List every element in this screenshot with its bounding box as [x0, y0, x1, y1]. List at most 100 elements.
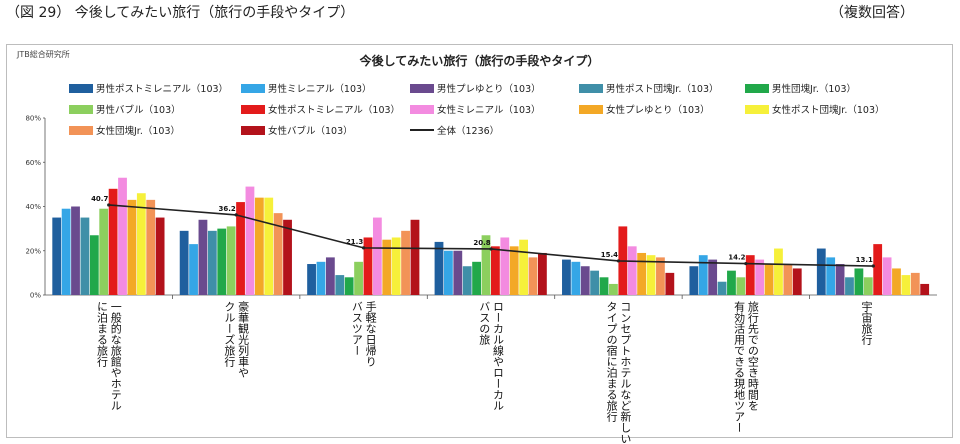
bar [708, 259, 718, 295]
chart-panel: JTB総合研究所 今後してみたい旅行（旅行の手段やタイプ） 男性ポストミレニアル… [6, 44, 953, 444]
bar [910, 272, 920, 295]
legend-label: 女性バブル（103） [268, 126, 353, 137]
bar [283, 219, 292, 295]
bar [698, 255, 708, 295]
bar [901, 275, 911, 295]
bar [344, 277, 354, 295]
x-category-label: 手軽な日帰り バスツアー [350, 301, 378, 367]
legend-label: 男性プレゆとり（103） [437, 84, 541, 95]
data-label: 36.2 [219, 205, 236, 213]
bar [783, 264, 793, 295]
bar [155, 217, 165, 295]
bar [745, 255, 755, 295]
legend-label: 男性バブル（103） [96, 105, 181, 116]
data-label: 40.7 [91, 195, 108, 203]
legend-item: 女性バブル（103） [241, 123, 353, 137]
bar [127, 199, 137, 295]
bar [882, 257, 892, 295]
legend-swatch [745, 83, 769, 93]
bar [863, 277, 873, 295]
bar [920, 283, 930, 295]
bar [835, 264, 845, 295]
legend-swatch [745, 104, 769, 114]
bar [689, 266, 699, 295]
source-label: JTB総合研究所 [17, 50, 70, 59]
overall-point [361, 246, 366, 250]
bar [226, 226, 236, 295]
legend-item: 女性ミレニアル（103） [410, 102, 541, 116]
bar [89, 235, 99, 295]
y-tick-label: 20% [25, 247, 41, 255]
y-tick-label: 40% [25, 203, 41, 211]
bar [71, 206, 80, 295]
bar [736, 277, 746, 295]
bar [236, 202, 245, 295]
legend-label: 全体（1236） [437, 126, 500, 137]
legend-label: 女性ポストミレニアル（103） [268, 105, 401, 116]
legend-item: 女性団塊Jr.（103） [69, 123, 180, 137]
bar [391, 237, 401, 295]
bar [434, 241, 444, 295]
legend-swatch [579, 83, 603, 93]
x-category-label: 豪華観光列車や クルーズ旅行 [222, 301, 250, 378]
legend-swatch [69, 104, 93, 114]
bar [562, 259, 571, 295]
bar [609, 283, 618, 295]
bar [207, 230, 217, 295]
legend-swatch [410, 83, 434, 93]
data-label: 14.2 [728, 254, 745, 262]
legend-item: 女性ポスト団塊Jr.（103） [745, 102, 885, 116]
bar [136, 193, 146, 295]
legend-swatch [241, 83, 265, 93]
data-label: 20.8 [473, 239, 490, 247]
data-label: 15.4 [601, 251, 618, 259]
overall-point [107, 203, 111, 207]
chart-plot: 0% 20% 40% 60% 80% 40.7 36.2 21.3 20.8 15.4 14.2 13… [25, 115, 937, 300]
bar [189, 244, 198, 295]
bar [755, 259, 765, 295]
bar [500, 237, 510, 295]
bar [892, 268, 901, 295]
bar [580, 266, 590, 295]
data-label: 13.1 [856, 256, 873, 264]
bar [325, 257, 335, 295]
legend-swatch [241, 125, 265, 135]
legend-label: 女性団塊Jr.（103） [96, 126, 180, 137]
bar [382, 239, 392, 295]
overall-point [234, 213, 238, 217]
bar [217, 228, 227, 295]
bar [118, 177, 127, 295]
bar [528, 257, 538, 295]
x-category-label: コンセプトホテルなど新しい タイプの宿に泊まる旅行 [605, 301, 632, 444]
bar [656, 257, 665, 295]
bar [637, 252, 647, 295]
bar [727, 270, 736, 295]
overall-point [744, 261, 748, 266]
x-category-label: 旅行先での空き時間を 有効活用できる現地ツアー [732, 301, 760, 433]
legend-swatch [410, 104, 434, 114]
legend-item: 男性ポストミレニアル（103） [69, 81, 228, 95]
legend-label: 女性プレゆとり（103） [606, 105, 710, 116]
data-label: 21.3 [346, 238, 363, 246]
bar [273, 213, 283, 295]
bar [80, 217, 90, 295]
bar [816, 248, 826, 295]
bar [254, 197, 264, 295]
bar [854, 268, 864, 295]
bar [590, 270, 600, 295]
bar [354, 261, 363, 295]
bar [481, 235, 491, 295]
y-tick-label: 80% [25, 115, 41, 123]
x-category-label: 宇宙旅行 [860, 301, 874, 345]
bar [519, 239, 528, 295]
bar [179, 230, 189, 295]
legend-label: 男性団塊Jr.（103） [772, 84, 856, 95]
bar [627, 246, 637, 295]
legend-item: 男性バブル（103） [69, 102, 181, 116]
bar [52, 217, 62, 295]
bar [61, 208, 71, 295]
bar [453, 250, 463, 295]
bar [646, 255, 656, 295]
bar [444, 250, 453, 295]
legend-item: 男性ポスト団塊Jr.（103） [579, 81, 719, 95]
